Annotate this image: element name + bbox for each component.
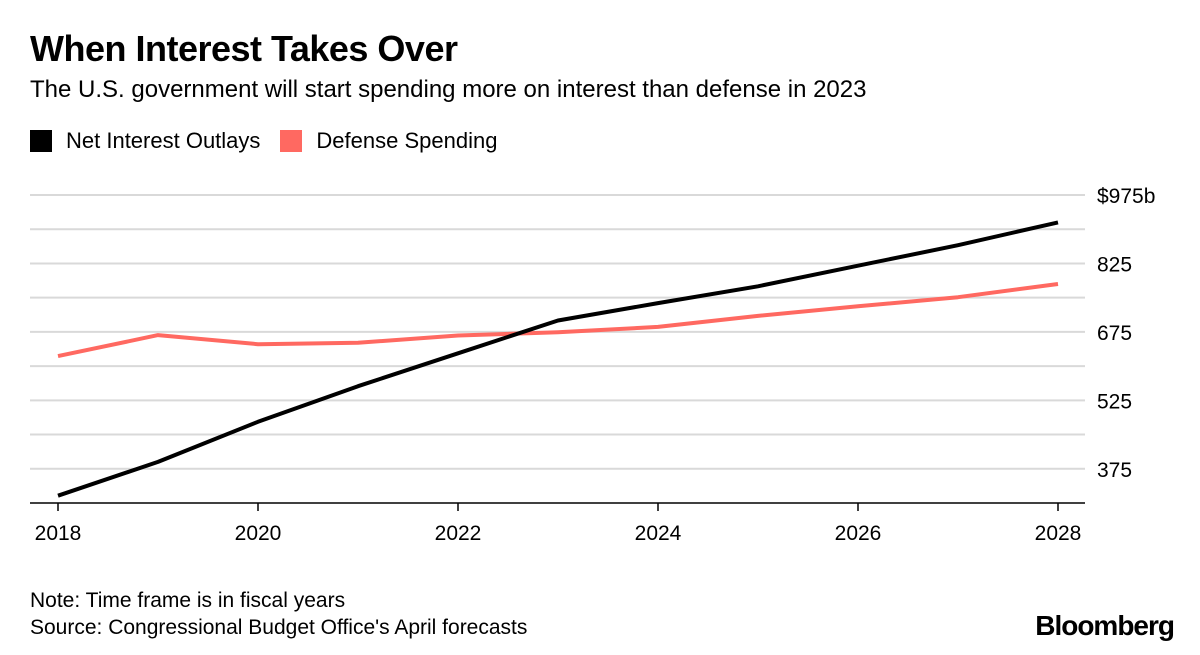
legend-swatch-defense: [280, 130, 303, 152]
source-note: Source: Congressional Budget Office's Ap…: [30, 616, 528, 639]
y-tick-label: 525: [1097, 390, 1132, 413]
x-tick-label: 2028: [1035, 522, 1082, 545]
chart-subtitle: The U.S. government will start spending …: [30, 76, 867, 103]
y-tick-label: 675: [1097, 322, 1132, 345]
x-tick-label: 2024: [635, 522, 682, 545]
y-tick-label: 375: [1097, 459, 1132, 482]
legend: Net Interest Outlays Defense Spending: [30, 128, 517, 154]
grid-lines: [30, 194, 1085, 470]
x-tick-labels: 2018 2020 2022 2024 2026 2028: [35, 522, 1082, 545]
legend-item-defense: Defense Spending: [280, 128, 497, 154]
series-lines: [57, 220, 1059, 498]
x-tick-label: 2018: [35, 522, 82, 545]
legend-swatch-net-interest: [30, 130, 52, 152]
x-tick-label: 2022: [435, 522, 482, 545]
x-axis: [30, 502, 1085, 511]
y-tick-labels: 375 525 675 825 $975b: [1097, 185, 1155, 482]
legend-label-defense: Defense Spending: [316, 128, 498, 153]
legend-item-net-interest: Net Interest Outlays: [30, 128, 260, 154]
series-line-net-interest: [57, 220, 1059, 498]
y-tick-label: 825: [1097, 253, 1132, 276]
y-tick-label: $975b: [1097, 185, 1155, 208]
x-tick-label: 2020: [235, 522, 282, 545]
x-tick-label: 2026: [835, 522, 882, 545]
bloomberg-logo: Bloomberg: [1035, 610, 1175, 641]
legend-label-net-interest: Net Interest Outlays: [66, 128, 261, 153]
series-line-defense: [57, 282, 1059, 359]
footnote: Note: Time frame is in fiscal years: [30, 589, 346, 612]
chart-title: When Interest Takes Over: [30, 28, 458, 69]
